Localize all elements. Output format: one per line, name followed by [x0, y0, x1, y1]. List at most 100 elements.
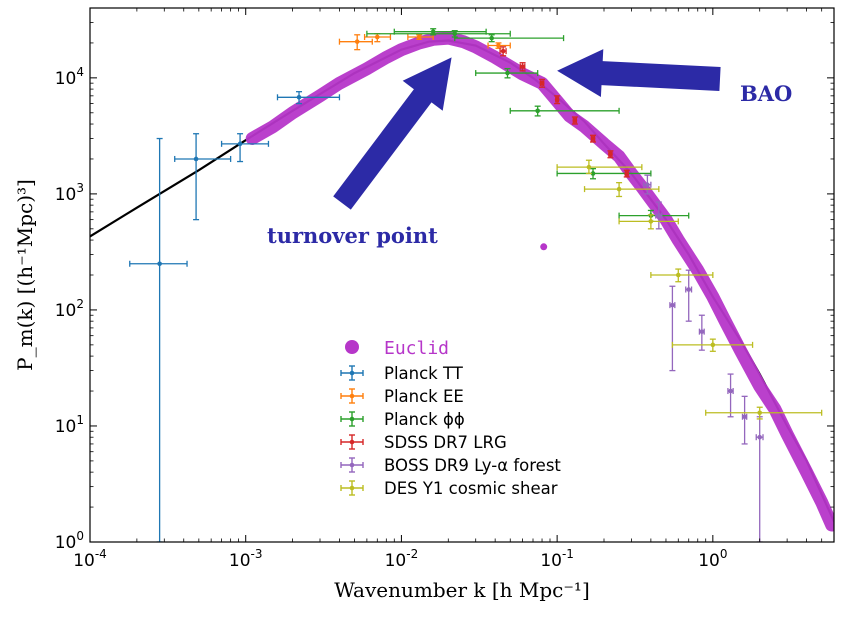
point-sdss-dr7-lrg-4 — [571, 116, 578, 125]
point-planck-2 — [454, 34, 565, 43]
series-planck — [366, 28, 690, 222]
legend-label-euclid: Euclid — [384, 338, 449, 359]
x-tick-label: 10-1 — [540, 547, 574, 571]
point-planck-4 — [509, 105, 620, 117]
marker — [430, 29, 436, 34]
marker — [500, 48, 506, 54]
legend-dot — [349, 416, 355, 422]
y-tick-label: 101 — [55, 413, 84, 437]
marker — [452, 31, 458, 37]
legend-marker-des-y1-cosmic-shear — [340, 480, 364, 496]
marker — [757, 434, 763, 440]
legend-dot — [349, 393, 355, 399]
point-planck-5 — [556, 168, 652, 180]
series-planck-tt — [129, 91, 341, 542]
y-axis-label: P_m(k) [(h⁻¹Mpc)³] — [13, 179, 37, 371]
point-sdss-dr7-lrg-6 — [607, 150, 614, 159]
marker — [757, 410, 763, 416]
point-planck-tt-3 — [276, 91, 341, 105]
point-sdss-dr7-lrg-7 — [623, 169, 630, 178]
marker — [237, 141, 243, 147]
marker — [675, 272, 681, 278]
marker — [728, 388, 733, 394]
legend-label-planck-tt: Planck TT — [384, 364, 464, 383]
point-sdss-dr7-lrg-2 — [539, 78, 546, 88]
x-tick-label: 10-2 — [385, 547, 419, 571]
point-planck-ee-0 — [338, 34, 373, 51]
marker — [489, 35, 494, 41]
legend-dot — [349, 439, 355, 445]
point-des-y1-cosmic-shear-1 — [583, 182, 660, 198]
point-sdss-dr7-lrg-5 — [590, 134, 597, 143]
series-sdss-dr7-lrg — [499, 46, 630, 178]
axis-ticks-layer — [89, 7, 835, 543]
point-planck-tt-2 — [220, 133, 270, 163]
point-des-y1-cosmic-shear-0 — [556, 159, 643, 175]
legend-marker-sdss-dr7-lrg — [340, 434, 364, 450]
turnover-point-annotation: turnover point — [267, 223, 438, 248]
marker — [416, 34, 422, 40]
point-planck-ee-3 — [487, 42, 511, 49]
legend-marker-planck-tt — [340, 365, 364, 381]
series-boss-dr9-ly-forest — [643, 174, 764, 542]
legend-marker-planck — [340, 411, 364, 427]
marker — [586, 164, 592, 170]
x-tick-label: 10-3 — [229, 547, 263, 571]
legend-label-planck: Planck ϕϕ — [384, 410, 465, 429]
legend-marker-planck-ee — [340, 388, 364, 404]
y-tick-label: 103 — [55, 181, 84, 205]
bao-annotation: BAO — [740, 81, 792, 106]
point-planck-0 — [393, 28, 487, 36]
point-sdss-dr7-lrg-1 — [519, 62, 526, 72]
x-tick-label: 10-4 — [73, 547, 107, 571]
point-sdss-dr7-lrg-3 — [554, 95, 561, 105]
legend-label-boss-dr9-ly-forest: BOSS DR9 Ly-α forest — [384, 456, 561, 475]
point-planck-1 — [366, 30, 511, 38]
legend-label-des-y1-cosmic-shear: DES Y1 cosmic shear — [384, 479, 558, 498]
turnover-arrow — [333, 57, 452, 210]
point-des-y1-cosmic-shear-4 — [671, 338, 754, 352]
point-boss-dr9-ly-forest-2 — [669, 285, 676, 372]
annotation-arrows-layer — [333, 49, 721, 210]
legend-label-sdss-dr7-lrg: SDSS DR7 LRG — [384, 433, 507, 452]
marker — [590, 136, 596, 141]
marker — [296, 94, 302, 100]
y-tick-label: 104 — [55, 65, 84, 89]
point-planck-tt-0 — [129, 137, 188, 542]
marker — [572, 118, 578, 123]
point-boss-dr9-ly-forest-7 — [755, 416, 764, 542]
bao-arrow — [557, 49, 721, 97]
legend-dot — [349, 485, 355, 491]
legend-marker-boss-dr9-ly-forest — [340, 457, 364, 473]
marker — [554, 97, 560, 102]
marker — [616, 186, 622, 192]
point-planck-3 — [475, 68, 539, 79]
marker — [193, 156, 199, 162]
point-planck-ee-2 — [407, 33, 434, 40]
point-boss-dr9-ly-forest-3 — [685, 269, 693, 322]
marker — [645, 182, 650, 188]
legend: Euclid Planck TT Planck EE Planck ϕϕ SDSS D… — [340, 338, 561, 498]
point-boss-dr9-ly-forest-5 — [727, 373, 734, 418]
point-boss-dr9-ly-forest-6 — [741, 395, 748, 445]
point-planck-ee-1 — [363, 33, 392, 43]
data-series-layer — [129, 28, 823, 542]
marker — [648, 219, 654, 224]
tick-labels-layer: 10-4 10-3 10-2 10-1 100 100 101 102 103 104 — [55, 65, 728, 571]
point-boss-dr9-ly-forest-1 — [655, 201, 663, 230]
point-des-y1-cosmic-shear-5 — [705, 406, 823, 420]
marker — [535, 108, 540, 114]
marker — [742, 414, 747, 420]
x-tick-label: 100 — [698, 547, 727, 571]
legend-dot — [349, 370, 355, 376]
x-axis-label: Wavenumber k [h Mpc⁻¹] — [334, 578, 590, 602]
marker — [624, 171, 630, 176]
marker — [354, 39, 360, 44]
y-tick-label: 102 — [55, 297, 84, 321]
marker — [699, 329, 705, 334]
y-tick-label: 100 — [55, 529, 84, 553]
marker — [656, 213, 662, 218]
marker — [539, 80, 545, 86]
point-planck-tt-1 — [174, 133, 232, 221]
